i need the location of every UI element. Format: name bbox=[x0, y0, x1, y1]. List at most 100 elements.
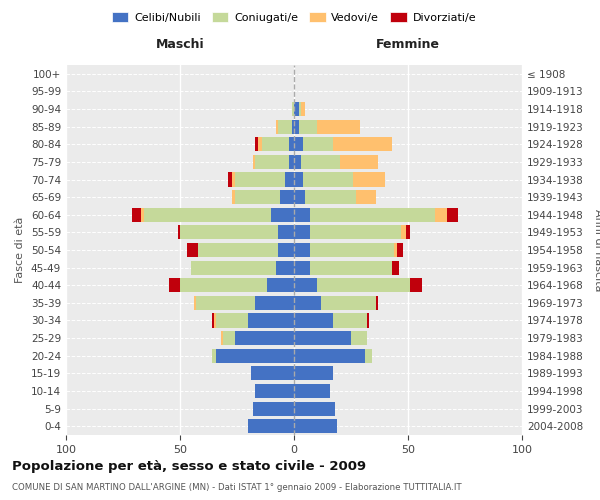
Bar bbox=[289, 155, 294, 169]
Bar bbox=[217, 314, 248, 328]
Bar bbox=[310, 208, 436, 222]
Bar bbox=[187, 243, 198, 257]
Bar bbox=[406, 226, 410, 239]
Bar bbox=[235, 190, 280, 204]
Bar bbox=[410, 278, 422, 292]
Bar bbox=[271, 208, 294, 222]
Bar bbox=[340, 155, 379, 169]
Bar bbox=[447, 208, 458, 222]
Bar bbox=[251, 366, 294, 380]
Bar bbox=[212, 314, 214, 328]
Bar bbox=[285, 172, 294, 186]
Bar bbox=[294, 243, 310, 257]
Bar bbox=[253, 402, 294, 415]
Bar bbox=[294, 384, 331, 398]
Bar bbox=[294, 314, 333, 328]
Bar bbox=[376, 296, 379, 310]
Bar bbox=[351, 331, 367, 345]
Bar bbox=[294, 278, 317, 292]
Bar bbox=[317, 120, 360, 134]
Bar bbox=[317, 278, 410, 292]
Bar bbox=[294, 208, 310, 222]
Bar bbox=[310, 260, 392, 274]
Text: Popolazione per età, sesso e stato civile - 2009: Popolazione per età, sesso e stato civil… bbox=[12, 460, 366, 473]
Bar bbox=[214, 314, 217, 328]
Bar bbox=[235, 331, 294, 345]
Bar bbox=[191, 260, 276, 274]
Bar bbox=[180, 226, 278, 239]
Y-axis label: Anni di nascita: Anni di nascita bbox=[593, 209, 600, 291]
Bar bbox=[294, 102, 299, 116]
Bar bbox=[294, 260, 310, 274]
Bar bbox=[303, 172, 353, 186]
Bar bbox=[294, 296, 322, 310]
Y-axis label: Fasce di età: Fasce di età bbox=[16, 217, 25, 283]
Bar bbox=[132, 208, 141, 222]
Bar bbox=[301, 155, 340, 169]
Bar bbox=[301, 102, 305, 116]
Bar bbox=[294, 419, 337, 433]
Bar bbox=[294, 190, 305, 204]
Bar bbox=[143, 208, 271, 222]
Bar bbox=[365, 348, 371, 363]
Bar bbox=[356, 190, 376, 204]
Bar bbox=[294, 155, 301, 169]
Bar bbox=[310, 243, 394, 257]
Bar bbox=[299, 102, 301, 116]
Bar bbox=[278, 120, 292, 134]
Bar bbox=[292, 120, 294, 134]
Bar bbox=[322, 296, 376, 310]
Bar bbox=[248, 314, 294, 328]
Bar bbox=[294, 137, 303, 152]
Bar bbox=[255, 384, 294, 398]
Bar bbox=[305, 190, 356, 204]
Bar bbox=[178, 226, 180, 239]
Bar bbox=[392, 260, 399, 274]
Bar bbox=[278, 243, 294, 257]
Bar bbox=[294, 348, 365, 363]
Bar bbox=[255, 155, 289, 169]
Bar bbox=[436, 208, 447, 222]
Bar bbox=[276, 120, 278, 134]
Bar bbox=[257, 137, 262, 152]
Bar bbox=[294, 172, 303, 186]
Bar bbox=[299, 120, 317, 134]
Bar bbox=[196, 296, 255, 310]
Bar bbox=[221, 331, 223, 345]
Text: Maschi: Maschi bbox=[155, 38, 205, 51]
Bar bbox=[169, 278, 180, 292]
Bar bbox=[223, 331, 235, 345]
Bar bbox=[278, 226, 294, 239]
Bar bbox=[333, 314, 367, 328]
Bar bbox=[294, 226, 310, 239]
Bar bbox=[194, 296, 196, 310]
Legend: Celibi/Nubili, Coniugati/e, Vedovi/e, Divorziati/e: Celibi/Nubili, Coniugati/e, Vedovi/e, Di… bbox=[107, 8, 481, 28]
Text: Femmine: Femmine bbox=[376, 38, 440, 51]
Bar bbox=[294, 402, 335, 415]
Bar bbox=[232, 190, 235, 204]
Bar bbox=[333, 137, 392, 152]
Bar bbox=[367, 314, 369, 328]
Bar bbox=[198, 243, 278, 257]
Bar bbox=[255, 296, 294, 310]
Bar bbox=[394, 243, 397, 257]
Bar bbox=[266, 278, 294, 292]
Bar bbox=[294, 120, 299, 134]
Bar bbox=[292, 102, 294, 116]
Bar bbox=[248, 419, 294, 433]
Bar bbox=[294, 366, 333, 380]
Bar bbox=[141, 208, 143, 222]
Bar bbox=[353, 172, 385, 186]
Bar bbox=[397, 243, 403, 257]
Bar bbox=[289, 137, 294, 152]
Bar bbox=[217, 348, 294, 363]
Bar bbox=[253, 155, 255, 169]
Bar bbox=[180, 278, 266, 292]
Bar bbox=[228, 172, 232, 186]
Bar bbox=[235, 172, 285, 186]
Bar bbox=[276, 260, 294, 274]
Bar bbox=[310, 226, 401, 239]
Text: COMUNE DI SAN MARTINO DALL'ARGINE (MN) - Dati ISTAT 1° gennaio 2009 - Elaborazio: COMUNE DI SAN MARTINO DALL'ARGINE (MN) -… bbox=[12, 482, 461, 492]
Bar bbox=[232, 172, 235, 186]
Bar bbox=[262, 137, 289, 152]
